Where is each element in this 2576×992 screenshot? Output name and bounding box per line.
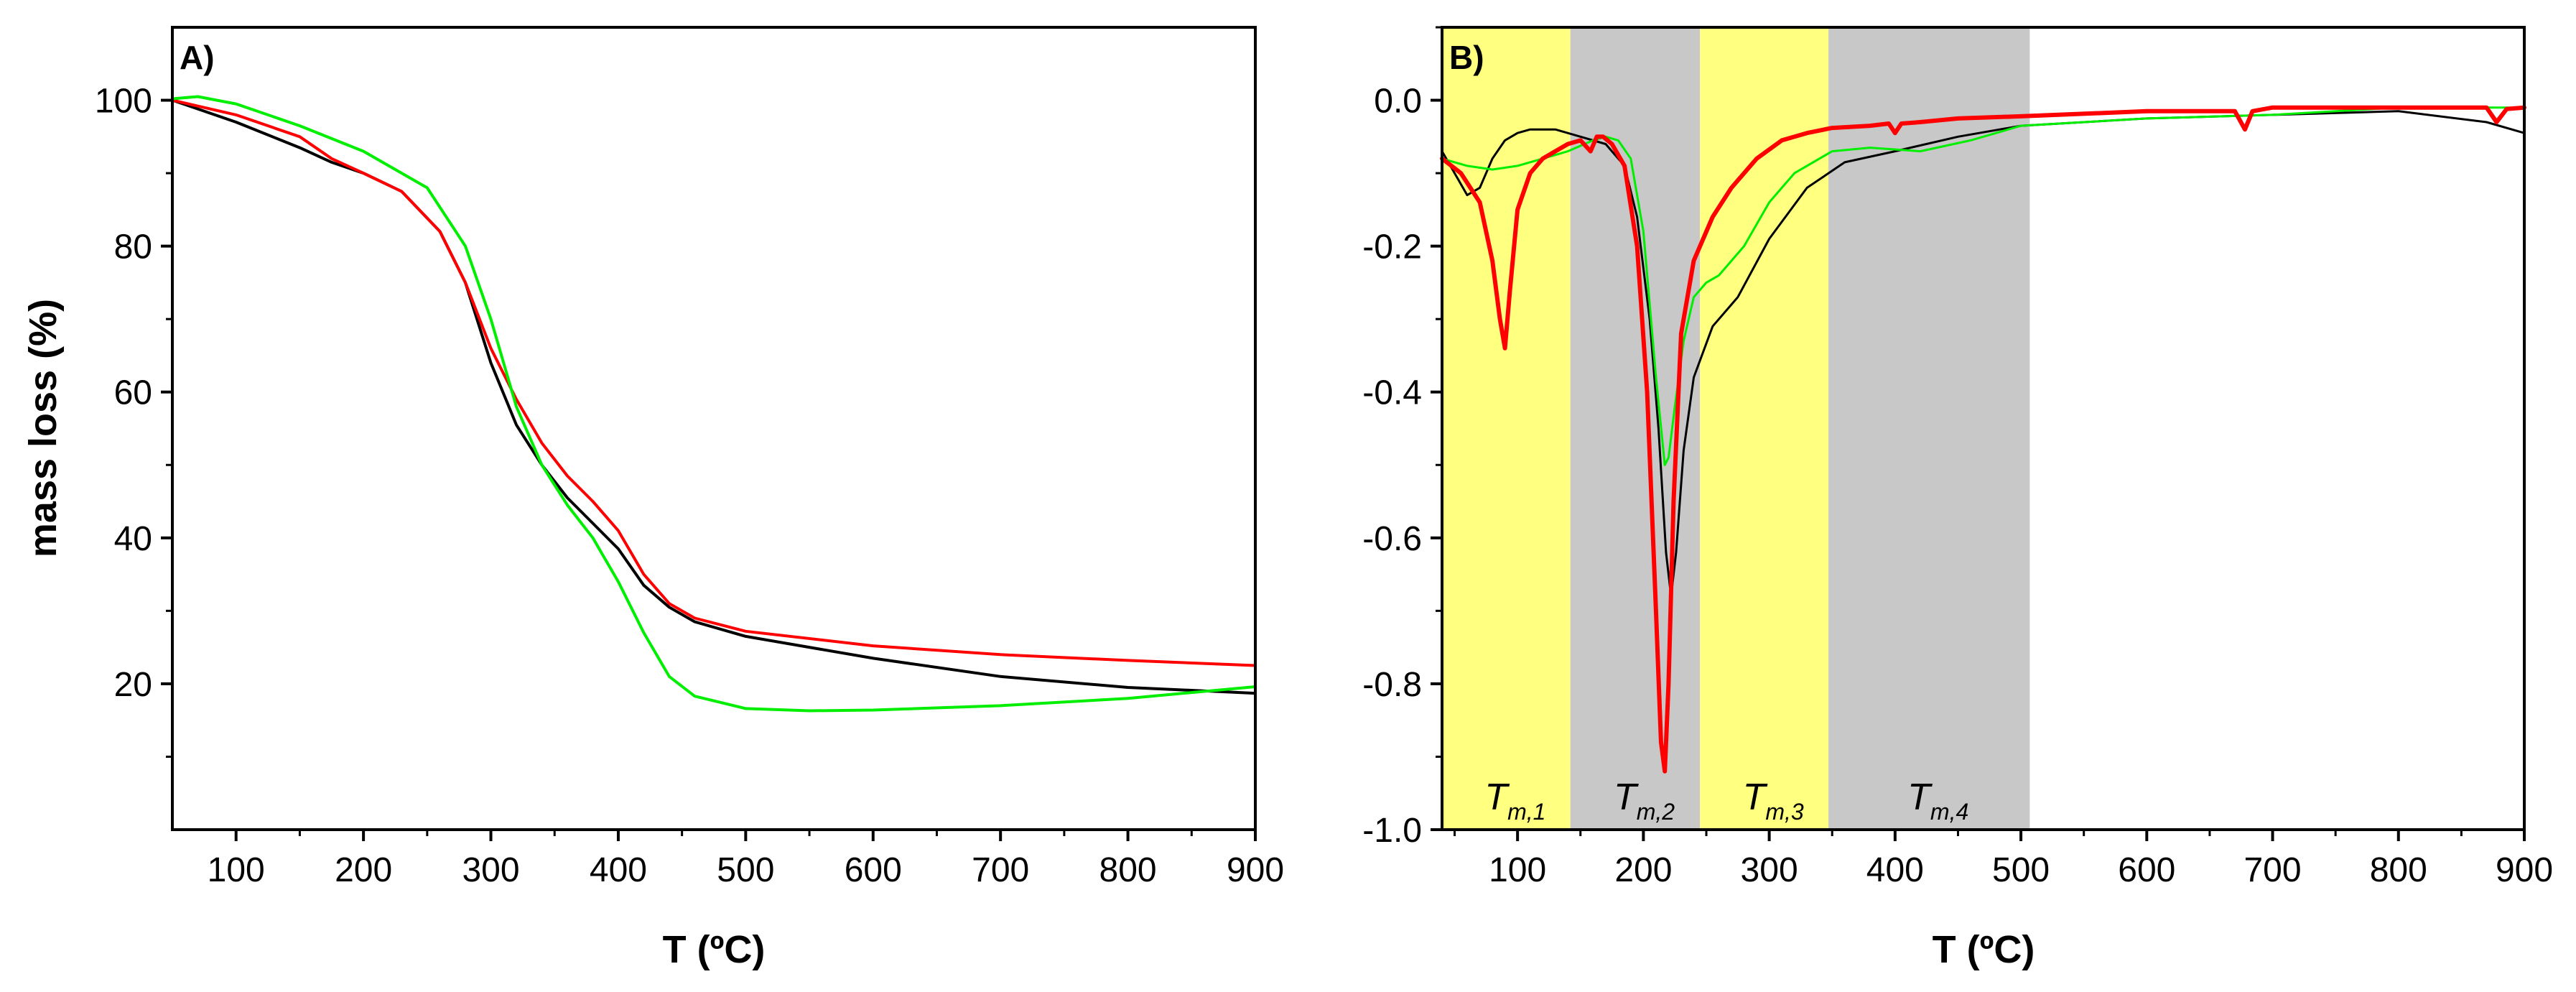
- panel-b-plot-frame: [1441, 26, 2526, 831]
- panel-a-y-axis-label: mass loss (%): [22, 299, 65, 557]
- series-line-green: [171, 95, 1257, 713]
- panel-a-plot-frame: [171, 26, 1257, 831]
- x-tick-label: 700: [2243, 851, 2301, 889]
- y-tick-label: 60: [114, 374, 152, 412]
- panel-a-series: [171, 95, 1257, 713]
- region-band-3: [1700, 27, 1828, 830]
- x-tick-label: 100: [208, 851, 265, 889]
- region-band-4: [1828, 27, 2030, 830]
- x-tick-label: 200: [335, 851, 392, 889]
- series-line-black: [171, 98, 1257, 695]
- y-tick-label: 80: [114, 228, 152, 266]
- y-tick-label: 20: [114, 666, 152, 704]
- x-tick-label: 600: [2118, 851, 2175, 889]
- y-tick-label: -1.0: [1362, 812, 1422, 850]
- panel-a-x-axis-label: T (ºC): [663, 928, 766, 971]
- panel-b-regions: Tm,1 Tm,2 Tm,3 Tm,4: [1442, 27, 2030, 830]
- y-tick-label: -0.6: [1362, 520, 1422, 558]
- x-tick-label: 300: [462, 851, 519, 889]
- y-tick-label: 0.0: [1374, 83, 1422, 121]
- x-tick-label: 300: [1741, 851, 1798, 889]
- x-tick-label: 600: [845, 851, 902, 889]
- y-tick-label: -0.4: [1362, 374, 1422, 412]
- x-tick-label: 900: [1227, 851, 1284, 889]
- series-line-red: [171, 98, 1257, 667]
- panel-a-label: A): [180, 39, 215, 76]
- y-tick-label: 40: [114, 520, 152, 558]
- y-tick-label: 100: [95, 83, 152, 121]
- panel-a: 100 200 300 400 500 600 700 800 900 20 40 60 80 100 A…: [22, 26, 1284, 971]
- panel-a-ticks: 100 200 300 400 500 600 700 800 900 20 40 60 80 100: [95, 83, 1284, 889]
- x-tick-label: 100: [1489, 851, 1546, 889]
- panel-b: Tm,1 Tm,2 Tm,3 Tm,4 100 200 300 400 500 600 700 80…: [1362, 26, 2553, 971]
- panel-b-x-axis-label: T (ºC): [1933, 928, 2035, 971]
- x-tick-label: 500: [717, 851, 774, 889]
- y-tick-label: -0.8: [1362, 666, 1422, 704]
- x-tick-label: 200: [1614, 851, 1672, 889]
- x-tick-label: 500: [1992, 851, 2050, 889]
- x-tick-label: 900: [2496, 851, 2553, 889]
- x-tick-label: 800: [2370, 851, 2427, 889]
- series-line-red: [1440, 105, 2526, 774]
- panel-b-series: [1440, 105, 2526, 774]
- panel-b-label: B): [1449, 39, 1484, 76]
- region-band-1: [1442, 27, 1571, 830]
- x-tick-label: 800: [1099, 851, 1157, 889]
- series-line-green: [1441, 106, 2526, 466]
- x-tick-label: 700: [972, 851, 1029, 889]
- y-tick-label: -0.2: [1362, 228, 1422, 266]
- x-tick-label: 400: [1866, 851, 1924, 889]
- x-tick-label: 400: [590, 851, 647, 889]
- panel-b-ticks: 100 200 300 400 500 600 700 800 900 -1.0 -0.8 -0.6 -…: [1362, 26, 2553, 889]
